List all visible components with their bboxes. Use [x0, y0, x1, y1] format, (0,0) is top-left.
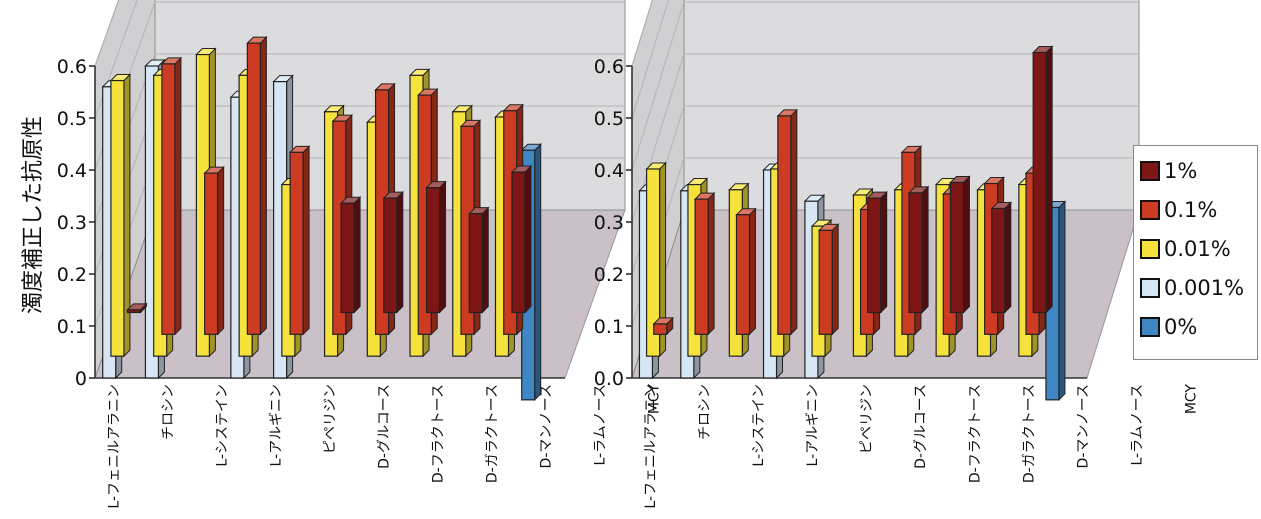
- legend: 1% 0.1% 0.01% 0.001% 0%: [1133, 145, 1258, 360]
- y-tick-label: 0.3: [594, 212, 624, 234]
- bar-cs-1-s0-c9: [1031, 45, 1054, 314]
- gridline: [94, 0, 138, 119]
- legend-label: 1%: [1164, 159, 1198, 183]
- bar-sg990302-s0-c6: [382, 190, 405, 314]
- x-tick-label: MCY: [1184, 384, 1200, 415]
- bar-sg990302-s1-c3: [246, 35, 268, 336]
- x-tick-label: D-マンノース: [1075, 384, 1091, 468]
- y-axis-label: 濁度補正した抗原性: [21, 116, 46, 314]
- x-tick-label: D-フラクトース: [431, 384, 447, 483]
- bar-sg990302-s0-c5: [339, 196, 362, 314]
- legend-swatch: [1140, 317, 1160, 337]
- legend-item-0.001pct: 0.001%: [1140, 275, 1244, 301]
- x-tick-label: D-グルコース: [377, 384, 393, 469]
- x-tick-label: D-ガラクトース: [1021, 384, 1037, 483]
- gridline: [631, 0, 670, 119]
- bar-cs-1-s1-c4: [817, 223, 840, 336]
- bar-cs-1-s1-c2: [735, 207, 757, 336]
- x-tick-label: L-システイン: [215, 384, 231, 467]
- bar-cs-1-s0-c7: [949, 175, 971, 314]
- y-tick-label: 0.5: [594, 108, 624, 130]
- x-tick-label: D-フラクトース: [967, 384, 983, 483]
- bar-cs-1-s1-c3: [776, 108, 799, 336]
- x-tick-label: D-ガラクトース: [485, 384, 501, 483]
- legend-swatch: [1140, 278, 1160, 298]
- bar-sg990302-s2-c0: [109, 73, 132, 358]
- gridline: [631, 0, 653, 67]
- bar-sg990302-s0-c8: [468, 206, 490, 314]
- x-tick-label: MCY: [647, 384, 663, 415]
- y-tick-label: 0.4: [57, 160, 87, 182]
- legend-item-0.01pct: 0.01%: [1140, 236, 1231, 262]
- x-tick-label: L-ラムノース: [1130, 384, 1146, 466]
- x-tick-label: D-マンノース: [539, 384, 555, 468]
- y-tick-label: 0: [75, 368, 87, 390]
- legend-label: 0.001%: [1164, 276, 1245, 300]
- legend-label: 0.01%: [1164, 237, 1231, 261]
- bar-sg990302-s1-c1: [160, 56, 183, 336]
- chart-sg990302: 00.10.20.30.40.50.6SG990302L-フェニルアラニンチロシ…: [57, 0, 663, 509]
- x-tick-label: L-アルギニン: [269, 384, 285, 466]
- x-tick-label: ピペリジン: [859, 384, 875, 454]
- y-tick-label: 0.1: [57, 316, 87, 338]
- bar-sg990302-s1-c4: [288, 145, 311, 336]
- x-tick-label: L-アルギニン: [805, 384, 821, 466]
- x-tick-label: L-システイン: [751, 384, 767, 467]
- bar-cs-1-s1-c1: [693, 191, 716, 336]
- legend-swatch: [1140, 239, 1160, 259]
- y-tick-label: 0.4: [594, 160, 624, 182]
- legend-item-1pct: 1%: [1140, 158, 1197, 184]
- x-tick-label: L-フェニルアラニン: [107, 384, 123, 509]
- gridline: [631, 1, 1139, 171]
- legend-swatch: [1140, 200, 1160, 220]
- x-tick-label: D-グルコース: [913, 384, 929, 469]
- bar-cs-1-s2-c0: [645, 161, 667, 358]
- x-tick-label: L-フェニルアラニン: [643, 384, 659, 509]
- bar-cs-1-s0-c6: [907, 185, 930, 314]
- bar-cs-1-s0-c5: [866, 190, 888, 314]
- y-tick-label: 0.6: [594, 56, 624, 78]
- bar-sg990302-s0-c0: [126, 302, 148, 314]
- legend-item-0pct: 0%: [1140, 314, 1197, 340]
- chart-cs-1: 0.00.10.20.30.40.50.6CS-1L-フェニルアラニンチロシンL…: [594, 0, 1200, 509]
- y-tick-label: 0.0: [594, 368, 624, 390]
- bar-sg990302-s0-c7: [425, 180, 447, 314]
- y-tick-label: 0.5: [57, 108, 87, 130]
- legend-swatch: [1140, 161, 1160, 181]
- y-tick-label: 0.2: [57, 264, 87, 286]
- y-tick-label: 0.6: [57, 56, 87, 78]
- y-tick-label: 0.2: [594, 264, 624, 286]
- x-tick-label: チロシン: [161, 384, 177, 440]
- bar-cs-1-s0-c8: [990, 201, 1013, 314]
- bar-sg990302-s1-c2: [203, 165, 225, 336]
- legend-label: 0%: [1164, 315, 1198, 339]
- gridline: [94, 0, 120, 67]
- y-tick-label: 0.1: [594, 316, 624, 338]
- x-tick-label: L-ラムノース: [593, 384, 609, 466]
- bar-sg990302-s0-c9: [510, 164, 533, 314]
- y-tick-label: 0.3: [57, 212, 87, 234]
- legend-item-0.1pct: 0.1%: [1140, 197, 1217, 223]
- x-tick-label: チロシン: [697, 384, 713, 440]
- bar-cs-1-s1-c0: [652, 316, 674, 336]
- x-tick-label: ピペリジン: [323, 384, 339, 454]
- legend-label: 0.1%: [1164, 198, 1218, 222]
